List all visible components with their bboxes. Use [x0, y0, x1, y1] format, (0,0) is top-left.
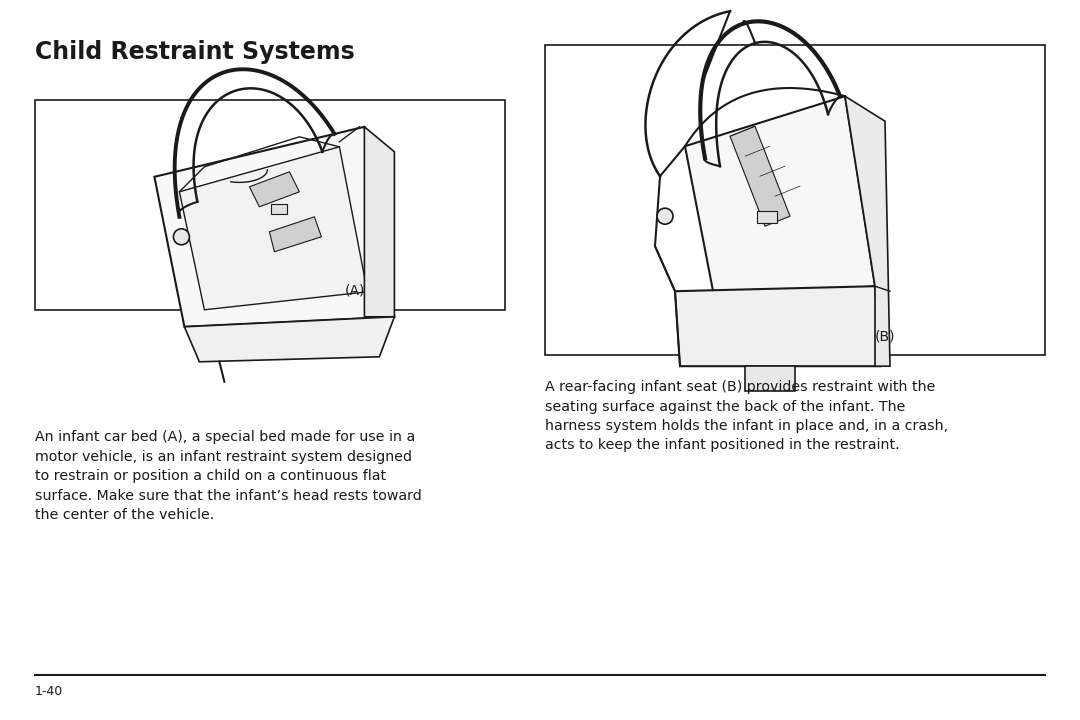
Text: (B): (B): [875, 329, 895, 343]
Polygon shape: [179, 147, 367, 310]
Bar: [271, 204, 287, 214]
Text: An infant car bed (A), a special bed made for use in a
motor vehicle, is an infa: An infant car bed (A), a special bed mad…: [35, 430, 422, 522]
Polygon shape: [249, 172, 299, 207]
Text: (A): (A): [345, 284, 365, 298]
Bar: [545, 45, 1045, 355]
Bar: [757, 211, 777, 223]
Polygon shape: [845, 96, 890, 366]
Text: A rear-facing infant seat (B) provides restraint with the
seating surface agains: A rear-facing infant seat (B) provides r…: [545, 380, 948, 452]
Polygon shape: [185, 317, 394, 361]
Polygon shape: [269, 217, 322, 252]
Polygon shape: [675, 287, 880, 366]
Polygon shape: [745, 366, 795, 391]
Text: Child Restraint Systems: Child Restraint Systems: [35, 40, 354, 64]
Circle shape: [657, 208, 673, 224]
Polygon shape: [730, 126, 789, 226]
Polygon shape: [154, 127, 394, 327]
Text: 1-40: 1-40: [35, 685, 64, 698]
Polygon shape: [364, 127, 394, 317]
Polygon shape: [685, 96, 875, 301]
Circle shape: [174, 229, 189, 245]
Bar: [35, 100, 505, 310]
